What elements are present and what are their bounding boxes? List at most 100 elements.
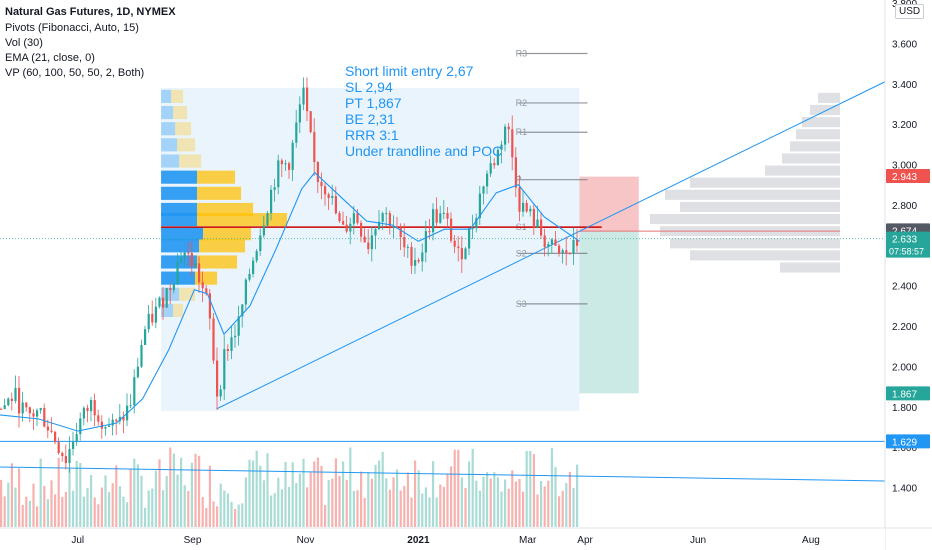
x-tick-label: Jun bbox=[690, 535, 706, 546]
volume-bar bbox=[561, 490, 564, 527]
price-label: 2.633 bbox=[892, 235, 917, 246]
candle bbox=[115, 419, 118, 422]
candle bbox=[133, 377, 136, 406]
candle bbox=[356, 213, 359, 223]
volume-bar bbox=[104, 475, 107, 527]
candle bbox=[100, 421, 103, 429]
volume-bar bbox=[489, 478, 492, 527]
volume-bar bbox=[21, 505, 24, 527]
volume-bar bbox=[25, 496, 28, 527]
candles[interactable] bbox=[0, 77, 579, 473]
candle bbox=[216, 360, 219, 397]
candle bbox=[529, 208, 532, 212]
candle bbox=[136, 366, 139, 378]
indicator-vp-label[interactable]: VP (60, 100, 50, 50, 2, Both) bbox=[5, 67, 145, 79]
candle bbox=[104, 426, 107, 429]
volume-bar bbox=[223, 490, 226, 527]
candle bbox=[208, 293, 211, 319]
x-tick-label: Nov bbox=[297, 535, 315, 546]
candle bbox=[421, 252, 424, 262]
volume-bar bbox=[288, 487, 291, 527]
candle bbox=[457, 246, 460, 249]
vp-row-down bbox=[197, 186, 242, 200]
vp-row-down bbox=[195, 271, 218, 285]
annotation-sl[interactable]: SL 2,94 bbox=[345, 79, 393, 95]
volume-bar bbox=[198, 455, 201, 527]
chart-title[interactable]: Natural Gas Futures, 1D, NYMEX bbox=[5, 6, 176, 18]
volume-bar bbox=[234, 508, 237, 527]
indicator-pivots-label[interactable]: Pivots (Fibonacci, Auto, 15) bbox=[5, 22, 139, 34]
volume-bar bbox=[158, 459, 161, 527]
volume-bar bbox=[306, 487, 309, 527]
volume-bar bbox=[511, 470, 514, 527]
candle bbox=[82, 407, 85, 419]
volume-bar bbox=[241, 503, 244, 527]
volume-bar bbox=[262, 480, 265, 527]
candle bbox=[464, 248, 467, 260]
x-tick-label: 2021 bbox=[407, 535, 430, 546]
candle bbox=[536, 219, 539, 228]
ema-layer bbox=[0, 171, 580, 432]
annotation-be[interactable]: BE 2,31 bbox=[345, 111, 395, 127]
volume-bar bbox=[543, 486, 546, 527]
volume-bar bbox=[46, 499, 49, 527]
vp-session-row bbox=[690, 177, 840, 188]
y-tick-label: 1.600 bbox=[892, 443, 917, 454]
volume-bar bbox=[381, 451, 384, 527]
annotation-note[interactable]: Under trandline and POC bbox=[345, 143, 503, 159]
x-tick-label: Sep bbox=[184, 535, 202, 546]
volume-profile bbox=[161, 89, 840, 317]
volume-bar bbox=[324, 505, 327, 527]
volume-bar bbox=[360, 471, 363, 527]
indicator-volume-label[interactable]: Vol (30) bbox=[5, 37, 43, 49]
annotation-rrr[interactable]: RRR 3:1 bbox=[345, 127, 399, 143]
candle bbox=[230, 337, 233, 352]
volume-bar bbox=[36, 506, 39, 527]
vp-session-row bbox=[690, 250, 840, 261]
annotation-pt[interactable]: PT 1,867 bbox=[345, 95, 402, 111]
volume-bar bbox=[273, 493, 276, 527]
candle bbox=[558, 245, 561, 253]
volume-bar bbox=[190, 462, 193, 527]
volume-bar bbox=[572, 487, 575, 527]
pivot-label-s3: S3 bbox=[516, 299, 527, 309]
candle bbox=[568, 253, 571, 255]
vp-row-up bbox=[161, 154, 180, 168]
vp-session-row bbox=[782, 153, 840, 164]
volume-bar bbox=[147, 490, 150, 527]
volume-bar bbox=[464, 488, 467, 527]
candle bbox=[345, 224, 348, 232]
vp-row-up bbox=[161, 122, 176, 136]
candle bbox=[504, 126, 507, 145]
candle bbox=[151, 313, 154, 323]
volume-bar bbox=[313, 461, 316, 527]
candle bbox=[540, 219, 543, 236]
vp-row-up bbox=[161, 213, 198, 227]
candle bbox=[237, 316, 240, 336]
volume-bar bbox=[14, 487, 17, 527]
candle bbox=[306, 87, 309, 112]
candle bbox=[388, 213, 391, 228]
volume-bar bbox=[385, 478, 388, 527]
volume-bar bbox=[284, 461, 287, 527]
ema-line bbox=[0, 171, 580, 432]
volume-bar bbox=[244, 477, 247, 527]
vp-session-row bbox=[796, 129, 840, 140]
candle bbox=[75, 434, 78, 443]
candle bbox=[392, 226, 395, 228]
volume-bar bbox=[460, 477, 463, 527]
candle bbox=[212, 318, 215, 361]
candle bbox=[226, 349, 229, 352]
price-label-bg bbox=[886, 169, 930, 184]
candle bbox=[471, 228, 474, 230]
volume-bars bbox=[0, 447, 579, 527]
volume-bar bbox=[172, 453, 175, 527]
annotation-entry[interactable]: Short limit entry 2,67 bbox=[345, 63, 474, 79]
time-axis-bg bbox=[0, 528, 885, 550]
indicator-ema-label[interactable]: EMA (21, close, 0) bbox=[5, 52, 95, 64]
volume-bar bbox=[144, 507, 147, 527]
candle bbox=[90, 400, 93, 412]
currency-label[interactable]: USD bbox=[895, 4, 925, 19]
volume-bar bbox=[93, 497, 96, 527]
